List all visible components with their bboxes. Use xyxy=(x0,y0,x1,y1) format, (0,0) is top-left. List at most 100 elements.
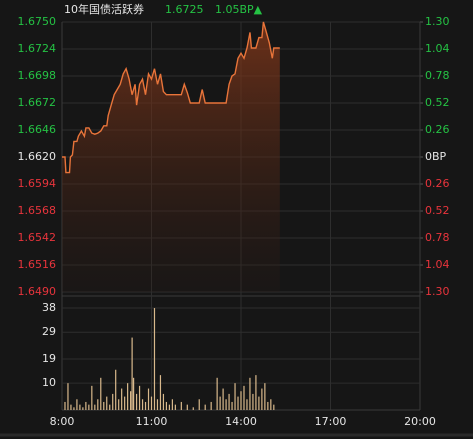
y-tick-label: 29 xyxy=(42,325,56,338)
price-line xyxy=(62,21,280,174)
volume-bar xyxy=(141,399,144,410)
volume-bar xyxy=(153,308,156,410)
volume-bar xyxy=(106,396,108,410)
y2-tick-label: 0.52 xyxy=(425,96,450,109)
volume-bar xyxy=(249,377,251,410)
y-tick-label: 1.6698 xyxy=(18,69,57,82)
volume-bar xyxy=(91,385,93,410)
volume-bar xyxy=(225,399,227,410)
volume-bar xyxy=(234,383,236,410)
volume-bar xyxy=(118,399,120,410)
volume-bar xyxy=(192,407,194,410)
volume-bar xyxy=(210,401,212,410)
volume-bar xyxy=(261,388,263,410)
volume-bar xyxy=(79,404,81,410)
volume-bar xyxy=(130,391,132,410)
volume-bar xyxy=(165,401,168,410)
volume-bar xyxy=(231,401,233,410)
volume-bar xyxy=(88,404,90,410)
volume-bar xyxy=(246,399,248,410)
y-tick-label: 1.6672 xyxy=(18,96,57,109)
y-tick-label: 1.6542 xyxy=(18,231,57,244)
volume-bar xyxy=(115,369,117,410)
volume-bar xyxy=(64,401,66,410)
x-tick-label: 8:00 xyxy=(50,415,75,428)
y-tick-label: 1.6490 xyxy=(18,285,57,298)
volume-bar xyxy=(127,383,129,410)
volume-bar xyxy=(147,388,150,410)
volume-bar xyxy=(240,391,242,410)
volume-bar xyxy=(273,404,275,410)
y-tick-label: 38 xyxy=(42,301,56,314)
volume-bar xyxy=(67,383,69,410)
x-tick-label: 20:00 xyxy=(404,415,436,428)
volume-bar xyxy=(168,404,170,410)
volume-bar xyxy=(103,401,105,410)
volume-bar xyxy=(216,377,218,410)
volume-bar xyxy=(76,399,78,410)
last-price: 1.6725 xyxy=(165,3,204,16)
y2-tick-label: 1.04 xyxy=(425,42,450,55)
volume-bar xyxy=(228,393,230,410)
volume-bar xyxy=(180,401,182,410)
volume-bar xyxy=(138,385,141,410)
y-tick-label: 1.6594 xyxy=(18,177,57,190)
volume-bar xyxy=(204,404,206,410)
volume-bar xyxy=(133,377,135,410)
y2-tick-label: 0BP xyxy=(425,150,447,163)
y-tick-label: 19 xyxy=(42,352,56,365)
volume-bar xyxy=(237,396,239,410)
y2-tick-label: 1.30 xyxy=(425,285,450,298)
volume-bar xyxy=(144,401,147,410)
volume-bar xyxy=(162,393,165,410)
volume-bar xyxy=(82,407,84,410)
volume-bar xyxy=(112,393,114,410)
volume-bar xyxy=(264,383,266,410)
volume-bar xyxy=(159,375,162,410)
y-tick-label: 1.6568 xyxy=(18,204,57,217)
y2-tick-label: 1.04 xyxy=(425,258,450,271)
volume-bar xyxy=(121,388,123,410)
y-tick-label: 10 xyxy=(42,376,56,389)
volume-bar xyxy=(131,337,133,410)
volume-bar xyxy=(73,407,75,410)
volume-bar xyxy=(94,404,96,410)
volume-bar xyxy=(219,396,221,410)
volume-bar xyxy=(243,385,245,410)
volume-bar xyxy=(270,399,272,410)
volume-bar xyxy=(124,396,126,410)
volume-bar xyxy=(222,388,224,410)
volume-bar xyxy=(255,375,257,410)
volume-bar xyxy=(150,396,153,410)
y2-tick-label: 0.26 xyxy=(425,177,450,190)
volume-bar xyxy=(97,399,99,410)
volume-bar xyxy=(171,399,173,410)
y-tick-label: 1.6620 xyxy=(18,150,57,163)
volume-bar xyxy=(109,404,111,410)
y2-tick-label: 0.78 xyxy=(425,69,450,82)
x-tick-label: 17:00 xyxy=(315,415,347,428)
volume-bar xyxy=(267,401,269,410)
volume-bar xyxy=(258,396,260,410)
volume-bar xyxy=(100,377,102,410)
change: 1.05BP▲ xyxy=(215,3,263,16)
volume-bar xyxy=(70,404,72,410)
y2-tick-label: 0.26 xyxy=(425,123,450,136)
volume-bar xyxy=(85,401,87,410)
volume-bar xyxy=(198,399,200,410)
volume-bar xyxy=(174,404,176,410)
y2-tick-label: 1.30 xyxy=(425,15,450,28)
y-tick-label: 1.6750 xyxy=(18,15,57,28)
area-fill xyxy=(62,22,280,292)
x-tick-label: 11:00 xyxy=(136,415,168,428)
chart-title: 10年国债活跃券 xyxy=(64,2,144,16)
volume-bar xyxy=(252,393,254,410)
volume-bar xyxy=(186,404,188,410)
volume-bar xyxy=(135,393,138,410)
y-tick-label: 1.6724 xyxy=(18,42,57,55)
x-tick-label: 14:00 xyxy=(225,415,257,428)
y2-tick-label: 0.78 xyxy=(425,231,450,244)
y2-tick-label: 0.52 xyxy=(425,204,450,217)
